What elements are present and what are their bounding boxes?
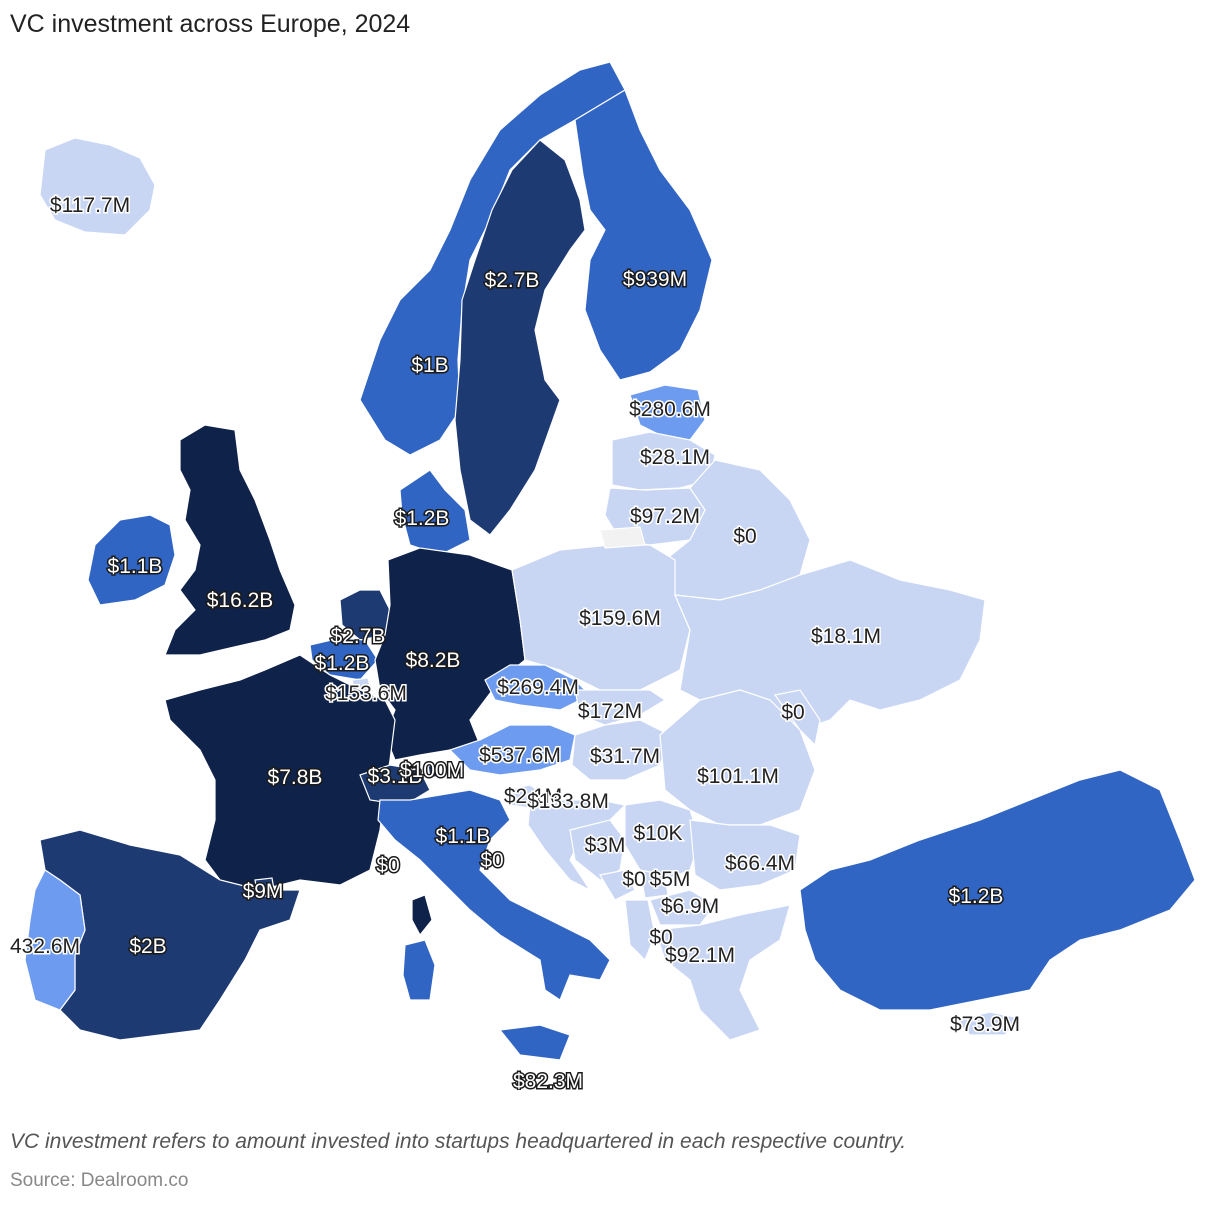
label-uk: $16.2B (207, 589, 274, 612)
region-sardinia (402, 939, 436, 1001)
region-corsica (411, 894, 433, 937)
label-north-macedonia: $6.9M (661, 895, 719, 918)
region-slovenia (504, 784, 546, 809)
region-ireland (87, 514, 176, 606)
label-serbia: $10K (633, 822, 682, 845)
region-turkey (799, 769, 1196, 1011)
region-denmark (399, 469, 471, 556)
region-finland (574, 89, 713, 381)
chart-note: VC investment refers to amount invested … (10, 1130, 907, 1153)
region-nodata-kaliningrad (599, 526, 646, 549)
label-san-marino: $0 (480, 849, 503, 872)
label-denmark: $1.2B (395, 507, 450, 530)
label-portugal: 432.6M (10, 935, 80, 958)
label-greece: $92.1M (665, 944, 735, 967)
label-belarus: $0 (733, 525, 756, 548)
europe-map: $117.7M $1B $2.7B $939M $280.6M $28.1M $… (8, 61, 1196, 1090)
region-cyprus (953, 1011, 1022, 1036)
label-germany: $8.2B (406, 649, 461, 672)
label-czechia: $269.4M (497, 676, 579, 699)
region-romania (659, 689, 816, 826)
region-sweden (454, 139, 586, 536)
label-france: $7.8B (268, 766, 323, 789)
label-austria: $537.6M (479, 744, 561, 767)
region-montenegro (599, 869, 636, 901)
region-albania (624, 899, 656, 962)
region-moldova (773, 689, 821, 747)
label-norway: $1B (411, 354, 448, 377)
label-spain: $2B (129, 935, 166, 958)
label-netherlands: $2.7B (331, 625, 386, 648)
label-ireland: $1.1B (108, 555, 163, 578)
label-sweden: $2.7B (485, 269, 540, 292)
region-slovakia (574, 689, 667, 726)
label-estonia: $280.6M (629, 398, 711, 421)
label-slovenia: $2.1M (504, 785, 562, 808)
region-hungary (571, 719, 671, 781)
label-cyprus: $73.9M (950, 1013, 1020, 1036)
label-latvia: $28.1M (640, 446, 710, 469)
region-austria (448, 724, 576, 776)
region-portugal (24, 869, 86, 1011)
region-iceland (39, 137, 156, 236)
region-liechtenstein (427, 763, 441, 779)
label-malta: $82.3M (513, 1070, 583, 1090)
label-albania: $0 (649, 926, 672, 949)
label-bosnia: $3M (585, 834, 626, 857)
label-croatia: $133.8M (527, 790, 609, 813)
region-macedonia (649, 889, 716, 926)
label-kosovo: $5M (650, 868, 691, 891)
region-bosnia (569, 819, 626, 881)
chart-title: VC investment across Europe, 2024 (10, 10, 411, 38)
region-estonia (629, 384, 706, 441)
label-turkey: $1.2B (949, 885, 1004, 908)
label-lithuania: $97.2M (630, 505, 700, 528)
label-montenegro: $0 (622, 868, 645, 891)
label-slovakia: $172M (578, 700, 642, 723)
region-sicily (498, 1024, 571, 1061)
label-liechtenstein: $100M (400, 759, 464, 782)
label-monaco: $0 (376, 854, 399, 877)
region-belgium (309, 637, 379, 681)
label-italy: $1.1B (436, 825, 491, 848)
label-switzerland: $3.1B (368, 765, 423, 788)
label-ukraine: $18.1M (811, 625, 881, 648)
label-poland: $159.6M (579, 607, 661, 630)
region-serbia (624, 799, 701, 881)
region-uk (164, 424, 296, 656)
region-france (164, 654, 396, 891)
label-finland: $939M (623, 268, 687, 291)
region-greece (654, 904, 791, 1041)
label-luxembourg: $153.6M (325, 682, 407, 705)
region-switzerland (359, 764, 431, 806)
label-iceland: $117.7M (50, 194, 130, 217)
label-belgium: $1.2B (315, 652, 370, 675)
label-andorra: $9M (243, 880, 284, 903)
region-italy (377, 789, 611, 1001)
chart-source: Source: Dealroom.co (10, 1170, 189, 1191)
label-hungary: $31.7M (590, 745, 660, 768)
region-bulgaria (689, 819, 801, 891)
label-romania: $101.1M (697, 765, 779, 788)
label-bulgaria: $66.4M (725, 852, 795, 875)
label-moldova: $0 (781, 701, 804, 724)
region-andorra (254, 877, 276, 898)
